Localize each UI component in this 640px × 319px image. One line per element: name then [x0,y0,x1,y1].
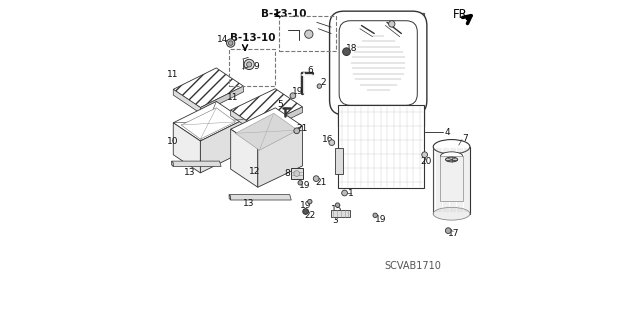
Polygon shape [230,89,303,128]
Circle shape [342,48,350,56]
Polygon shape [230,129,258,187]
Text: 7: 7 [462,134,468,143]
Text: 19: 19 [292,87,303,96]
Circle shape [388,21,395,27]
Text: 18: 18 [346,44,357,53]
Polygon shape [229,195,291,200]
Text: 8: 8 [284,169,290,178]
Text: 12: 12 [249,167,260,176]
Polygon shape [236,113,298,150]
Circle shape [335,203,340,207]
Text: 13: 13 [243,199,254,208]
Text: 14: 14 [217,35,228,44]
Text: B-13-10: B-13-10 [260,9,306,19]
Circle shape [294,128,300,134]
Text: 19: 19 [299,181,310,190]
Ellipse shape [433,139,470,154]
Polygon shape [258,107,303,134]
Text: 15: 15 [331,205,342,214]
Circle shape [228,41,233,45]
FancyBboxPatch shape [330,11,427,115]
Polygon shape [230,108,303,147]
Text: 10: 10 [167,137,179,146]
Text: 6: 6 [307,66,313,75]
Text: 11: 11 [227,93,238,102]
Circle shape [445,228,451,234]
Bar [291,168,303,179]
Bar [433,147,470,214]
Text: 11: 11 [167,70,179,79]
Text: 5: 5 [277,100,283,109]
Bar [335,148,343,174]
Polygon shape [172,161,221,167]
Circle shape [227,39,235,47]
Text: 13: 13 [184,168,195,177]
Circle shape [422,152,428,158]
Text: 22: 22 [304,211,316,220]
Polygon shape [258,126,303,187]
Circle shape [342,190,348,196]
Circle shape [314,176,319,182]
Text: FR.: FR. [453,8,471,21]
Circle shape [317,84,321,88]
Circle shape [303,209,308,214]
Polygon shape [173,123,200,173]
Circle shape [290,93,296,99]
Text: B-13-10: B-13-10 [230,33,276,43]
Polygon shape [173,101,243,141]
Text: 17: 17 [447,229,459,238]
Circle shape [329,140,335,145]
Polygon shape [200,120,243,173]
Polygon shape [173,89,200,113]
Polygon shape [229,195,230,200]
Text: 20: 20 [420,157,431,166]
Ellipse shape [440,152,463,161]
Text: 4: 4 [444,128,450,137]
Bar [331,210,350,217]
Bar [337,105,424,188]
Bar [440,156,463,201]
Text: 19: 19 [375,215,387,224]
Text: 3: 3 [332,216,338,225]
Text: 16: 16 [321,135,333,144]
Bar [278,16,336,51]
Text: 2: 2 [321,78,326,87]
Text: SCVAB1710: SCVAB1710 [384,261,441,271]
Text: 21: 21 [296,124,307,133]
Ellipse shape [433,207,470,220]
Circle shape [305,30,313,38]
Bar [229,49,275,86]
Circle shape [246,62,252,67]
Bar [337,13,424,126]
Text: 21: 21 [315,178,326,187]
Polygon shape [172,161,173,167]
Circle shape [294,171,300,176]
Ellipse shape [445,157,458,162]
Polygon shape [181,108,236,139]
Circle shape [308,199,312,204]
Polygon shape [230,110,258,134]
Polygon shape [173,68,243,108]
Polygon shape [200,86,243,113]
Text: 19: 19 [300,201,312,210]
Circle shape [298,181,303,185]
Text: 1: 1 [348,189,354,198]
Text: 9: 9 [253,62,259,70]
Circle shape [244,59,254,70]
Circle shape [373,213,378,218]
